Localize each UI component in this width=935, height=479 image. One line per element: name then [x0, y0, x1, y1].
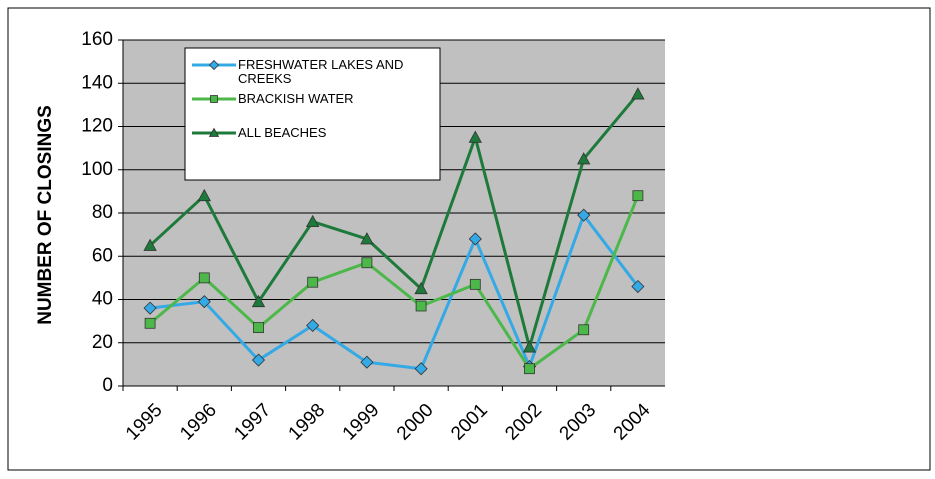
point [251, 353, 266, 367]
point [306, 318, 320, 333]
point [524, 363, 535, 375]
point [306, 214, 320, 228]
point [360, 232, 374, 245]
point [631, 87, 645, 100]
legend-marker [208, 127, 220, 137]
point [415, 300, 427, 312]
point [361, 257, 373, 269]
y-tick-label: 20 [92, 332, 113, 353]
y-tick-label: 160 [81, 29, 113, 50]
point [468, 130, 482, 143]
point [197, 295, 211, 309]
legend-label-line: FRESHWATER LAKES AND [238, 57, 403, 72]
point [307, 276, 319, 288]
y-tick-label: 0 [102, 375, 113, 396]
legend-box [184, 47, 441, 181]
point [253, 322, 264, 334]
point [143, 238, 157, 251]
y-tick-label: 120 [81, 116, 113, 137]
legend: FRESHWATER LAKES AND CREEKS BRACKISH WATER… [184, 47, 441, 181]
y-tick-label: 80 [92, 202, 113, 223]
legend-label-line: BRACKISH WATER [238, 91, 354, 106]
point [577, 208, 591, 222]
point [251, 294, 266, 308]
legend-label: BRACKISH WATER [238, 91, 354, 106]
y-axis-label: NUMBER OF CLOSINGS [35, 105, 56, 325]
point [414, 362, 428, 376]
legend-label: ALL BEACHES [238, 125, 327, 140]
series-line [149, 195, 640, 371]
point [197, 188, 211, 202]
y-tick-label: 100 [81, 159, 113, 180]
legend-marker [210, 95, 218, 103]
legend-label-line: CREEKS [238, 71, 292, 86]
legend-marker [208, 59, 220, 71]
y-tick-label: 40 [92, 289, 113, 310]
point [522, 340, 537, 353]
y-tick-label: 60 [92, 245, 113, 266]
legend-label: FRESHWATER LAKES AND CREEKS [238, 57, 403, 86]
point [468, 232, 482, 246]
point [360, 355, 374, 369]
point [469, 278, 481, 290]
series-line [149, 212, 640, 371]
point [631, 279, 645, 294]
point [144, 317, 156, 329]
legend-label-line: ALL BEACHES [238, 125, 327, 140]
point [143, 301, 157, 315]
point [578, 324, 590, 336]
point [632, 190, 644, 202]
point [414, 281, 428, 295]
series-line [149, 93, 640, 353]
point [577, 152, 591, 165]
point [198, 272, 210, 284]
y-tick-label: 140 [81, 72, 113, 93]
